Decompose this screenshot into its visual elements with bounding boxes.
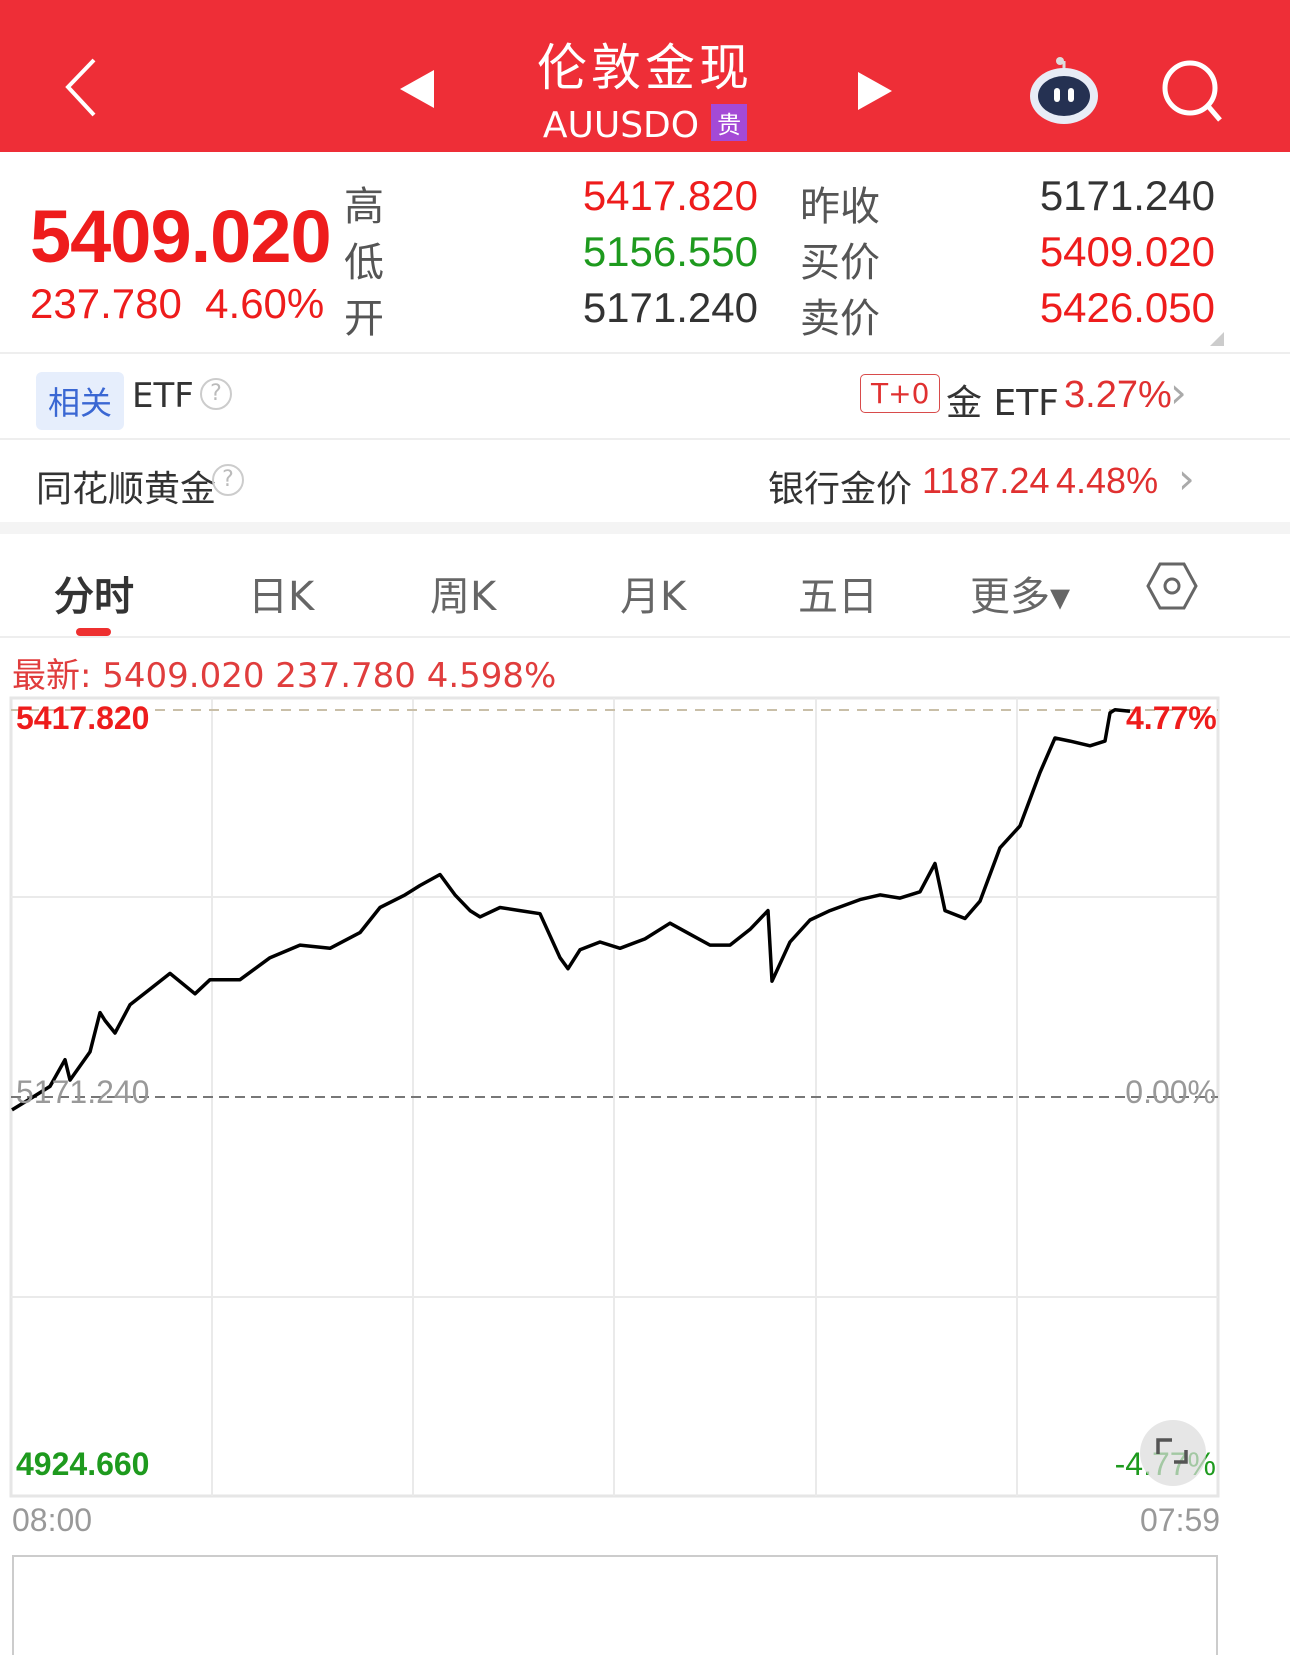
chart-ref-pct: 0.00%: [1125, 1074, 1216, 1110]
expand-corner-icon[interactable]: [1210, 332, 1224, 346]
active-tab-indicator: [76, 628, 111, 636]
chevron-right-icon[interactable]: ›: [1170, 368, 1187, 417]
prev-close-value: 5171.240: [1039, 172, 1215, 219]
symbol-code-text: AUUSDO: [542, 105, 700, 146]
bid-label: 买价: [800, 240, 880, 286]
prev-close-label: 昨收: [800, 184, 880, 230]
price-change: 237.780 4.60%: [30, 280, 324, 328]
change-value: 237.780: [30, 280, 182, 327]
chart-period-tabs: 分时 日K 周K 月K 五日 更多▾: [0, 534, 1290, 638]
prev-arrow-icon[interactable]: [400, 70, 434, 108]
t0-badge: T+0: [860, 374, 941, 413]
chart-ref-price: 5171.240: [16, 1074, 150, 1110]
chart-start-time: 08:00: [12, 1502, 93, 1538]
ask-value: 5426.050: [1039, 284, 1215, 331]
divider: [0, 352, 1290, 354]
gold-etf-percent: 3.27%: [1064, 374, 1172, 416]
tab-monthly-k[interactable]: 月K: [620, 574, 687, 620]
bank-gold-percent: 4.48%: [1056, 460, 1159, 501]
open-value: 5171.240: [582, 284, 758, 331]
ths-gold-label: 同花顺黄金: [36, 469, 217, 510]
fullscreen-button[interactable]: [1140, 1420, 1206, 1486]
search-icon[interactable]: [1160, 58, 1230, 128]
fullscreen-icon: [1156, 1438, 1188, 1464]
low-value: 5156.550: [582, 228, 758, 275]
chevron-right-icon[interactable]: ›: [1178, 454, 1195, 503]
change-percent: 4.60%: [205, 280, 325, 327]
chart-low-price: 4924.660: [16, 1446, 150, 1482]
settings-hexagon-icon[interactable]: [1146, 562, 1198, 610]
etf-label: ETF: [132, 376, 194, 416]
tab-weekly-k[interactable]: 周K: [430, 574, 497, 620]
tab-more[interactable]: 更多▾: [970, 574, 1071, 620]
symbol-code: AUUSDO 贵: [430, 104, 860, 146]
tab-five-day[interactable]: 五日: [798, 574, 878, 620]
last-price: 5409.020: [30, 195, 332, 278]
help-icon[interactable]: ?: [212, 464, 244, 496]
gold-etf-name: 金 ETF: [946, 383, 1059, 424]
page-title: 伦敦金现: [537, 39, 753, 97]
bid-value: 5409.020: [1039, 228, 1215, 275]
tab-intraday[interactable]: 分时: [54, 574, 134, 620]
precious-metal-tag: 贵: [711, 104, 748, 141]
gold-price-row[interactable]: 同花顺黄金 ? 银行金价 1187.24 4.48% ›: [0, 440, 1290, 522]
open-label: 开: [344, 296, 384, 342]
intraday-chart[interactable]: [0, 690, 1290, 1550]
high-value: 5417.820: [582, 172, 758, 219]
top-nav-bar: 伦敦金现 AUUSDO 贵: [0, 0, 1290, 152]
etf-row[interactable]: 相关 ETF ? T+0 金 ETF 3.27% ›: [0, 354, 1290, 438]
related-tag: 相关: [36, 372, 125, 430]
low-label: 低: [344, 240, 384, 286]
chart-end-time: 07:59: [1140, 1502, 1221, 1538]
sub-chart-panel: [12, 1555, 1218, 1655]
divider: [0, 438, 1290, 440]
quote-panel: 5409.020 237.780 4.60% 高 低 开 5417.820 51…: [0, 152, 1290, 352]
section-gap: [0, 522, 1290, 534]
bank-gold-price: 1187.24: [922, 460, 1050, 501]
tab-daily-k[interactable]: 日K: [248, 574, 315, 620]
high-label: 高: [344, 184, 384, 230]
robot-assistant-icon[interactable]: [1026, 56, 1102, 126]
next-arrow-icon[interactable]: [858, 72, 892, 110]
ask-label: 卖价: [800, 296, 880, 342]
back-icon[interactable]: [60, 55, 120, 120]
bank-gold-label: 银行金价: [768, 469, 913, 510]
latest-quote-line: 最新: 5409.020 237.780 4.598%: [12, 656, 557, 696]
help-icon[interactable]: ?: [200, 378, 232, 410]
chart-high-pct: 4.77%: [1126, 700, 1217, 736]
chart-high-price: 5417.820: [16, 700, 150, 736]
